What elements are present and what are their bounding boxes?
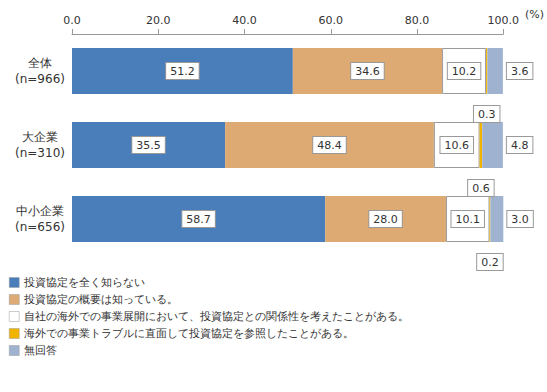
svg-text:海外での事業トラブルに直面して投資協定を参照したことがある。: 海外での事業トラブルに直面して投資協定を参照したことがある。 <box>24 327 354 340</box>
svg-text:3.6: 3.6 <box>511 65 528 78</box>
svg-text:自社の海外での事業展開において、投資協定との関係性を考えたこ: 自社の海外での事業展開において、投資協定との関係性を考えたことがある。 <box>24 310 409 323</box>
svg-text:10.2: 10.2 <box>452 65 477 78</box>
svg-text:40.0: 40.0 <box>232 14 257 27</box>
svg-text:100.0: 100.0 <box>488 14 519 27</box>
svg-text:(n=310): (n=310) <box>15 146 65 160</box>
svg-text:中小企業: 中小企業 <box>16 204 64 218</box>
svg-text:4.8: 4.8 <box>511 139 528 152</box>
svg-text:無回答: 無回答 <box>24 344 57 357</box>
svg-text:投資協定の概要は知っている。: 投資協定の概要は知っている。 <box>23 293 178 306</box>
svg-text:58.7: 58.7 <box>186 213 211 226</box>
svg-text:34.6: 34.6 <box>355 65 380 78</box>
svg-text:大企業: 大企業 <box>22 130 58 144</box>
svg-text:投資協定を全く知らない: 投資協定を全く知らない <box>23 276 145 289</box>
svg-text:(n=656): (n=656) <box>15 220 65 234</box>
svg-text:48.4: 48.4 <box>317 139 342 152</box>
svg-text:(n=966): (n=966) <box>15 72 65 86</box>
svg-text:51.2: 51.2 <box>170 65 195 78</box>
svg-text:10.1: 10.1 <box>455 213 480 226</box>
svg-text:0.3: 0.3 <box>478 108 496 121</box>
svg-text:全体: 全体 <box>28 56 52 70</box>
svg-text:10.6: 10.6 <box>444 139 469 152</box>
svg-text:20.0: 20.0 <box>146 14 171 27</box>
svg-text:3.0: 3.0 <box>511 213 528 226</box>
svg-text:35.5: 35.5 <box>136 139 161 152</box>
svg-text:28.0: 28.0 <box>373 213 398 226</box>
svg-text:0.0: 0.0 <box>63 14 81 27</box>
svg-text:0.6: 0.6 <box>472 182 490 195</box>
svg-text:0.2: 0.2 <box>481 256 499 269</box>
svg-text:80.0: 80.0 <box>405 14 430 27</box>
svg-text:(%): (%) <box>525 8 544 21</box>
svg-text:60.0: 60.0 <box>319 14 344 27</box>
